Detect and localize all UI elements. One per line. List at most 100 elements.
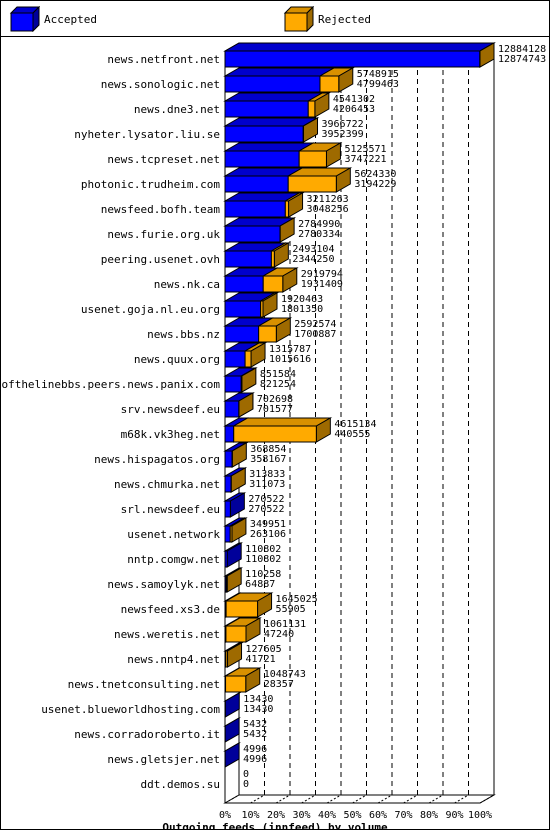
bar-rejected bbox=[256, 317, 293, 343]
value-label-offered: 13430 bbox=[243, 694, 273, 705]
value-label-offered: 2592574 bbox=[294, 319, 336, 330]
bar-accepted bbox=[223, 67, 336, 93]
value-label-offered: 1061131 bbox=[264, 619, 306, 630]
category-label: news.nk.ca bbox=[154, 278, 220, 291]
bar-rejected bbox=[286, 167, 353, 193]
value-label-offered: 5624330 bbox=[354, 169, 396, 180]
bar-rejected bbox=[283, 192, 305, 218]
value-label-offered: 1315787 bbox=[269, 344, 311, 355]
value-label-accepted: 821254 bbox=[260, 379, 296, 390]
value-label-offered: 851584 bbox=[260, 369, 296, 380]
value-label-offered: 5432 bbox=[243, 719, 267, 730]
value-label-accepted: 41721 bbox=[246, 654, 276, 665]
category-label: srl.newsdeef.eu bbox=[121, 503, 220, 516]
value-label-accepted: 110802 bbox=[245, 554, 281, 565]
x-tick-label: 80% bbox=[420, 810, 438, 821]
bar-rejected bbox=[297, 142, 343, 168]
legend-accepted: Accepted bbox=[8, 6, 128, 32]
bar-rejected bbox=[223, 642, 244, 668]
value-label-accepted: 55905 bbox=[276, 604, 306, 615]
value-label-offered: 313833 bbox=[249, 469, 285, 480]
bar-rejected bbox=[318, 67, 355, 93]
x-axis-label: Outgoing feeds (innfeed) by volume bbox=[162, 821, 388, 830]
value-label-offered: 4615134 bbox=[334, 419, 376, 430]
floor-gridline bbox=[224, 794, 240, 804]
x-tick-label: 60% bbox=[369, 810, 387, 821]
bar-rejected bbox=[231, 417, 333, 443]
bar-rejected bbox=[258, 292, 279, 318]
value-label-accepted: 64887 bbox=[245, 579, 275, 590]
legend-accepted-label: Accepted bbox=[44, 13, 97, 26]
value-label-accepted: 1801350 bbox=[281, 304, 323, 315]
value-label-accepted: 270522 bbox=[248, 504, 284, 515]
value-label-accepted: 0 bbox=[243, 779, 249, 790]
bar-rejected bbox=[243, 342, 267, 368]
bar-rejected bbox=[229, 467, 248, 493]
category-label: news.bbs.nz bbox=[147, 328, 220, 341]
value-label-offered: 5748915 bbox=[357, 69, 399, 80]
bar-rejected bbox=[301, 117, 320, 143]
category-label: news.gletsjer.net bbox=[107, 753, 220, 766]
category-label: ddt.demos.su bbox=[141, 778, 220, 791]
category-label: news.netfront.net bbox=[107, 53, 220, 66]
bar-accepted bbox=[223, 692, 242, 718]
value-label-offered: 1048743 bbox=[264, 669, 306, 680]
bar-rejected bbox=[261, 267, 299, 293]
value-label-offered: 110802 bbox=[245, 544, 281, 555]
legend-rejected-swatch bbox=[283, 6, 314, 32]
bar-rejected bbox=[224, 592, 274, 618]
value-label-accepted: 1700887 bbox=[294, 329, 336, 340]
bar-rejected bbox=[230, 442, 249, 468]
value-label-accepted: 358167 bbox=[250, 454, 286, 465]
bar-rejected bbox=[228, 517, 248, 543]
value-label-accepted: 2344250 bbox=[292, 254, 334, 265]
bar-accepted bbox=[223, 42, 496, 68]
value-label-offered: 349951 bbox=[250, 519, 286, 530]
legend-rejected-label: Rejected bbox=[318, 13, 371, 26]
x-tick-label: 10% bbox=[241, 810, 259, 821]
bar-rejected bbox=[306, 92, 331, 118]
floor-gridline bbox=[250, 794, 265, 804]
floor-gridline bbox=[275, 794, 291, 804]
value-label-accepted: 13430 bbox=[243, 704, 273, 715]
category-label: news.quux.org bbox=[134, 353, 220, 366]
value-label-accepted: 440555 bbox=[334, 429, 370, 440]
x-tick-label: 30% bbox=[292, 810, 310, 821]
category-label: news.corradoroberto.it bbox=[74, 728, 220, 741]
value-label-offered: 3211263 bbox=[307, 194, 349, 205]
legend-accepted-swatch bbox=[9, 6, 40, 32]
bar-accepted bbox=[223, 742, 241, 768]
value-label-accepted: 4206453 bbox=[333, 104, 375, 115]
category-label: newsfeed.xs3.de bbox=[121, 603, 220, 616]
x-tick-label: 100% bbox=[468, 810, 492, 821]
value-label-accepted: 4799463 bbox=[357, 79, 399, 90]
value-label-accepted: 28357 bbox=[264, 679, 294, 690]
value-label-accepted: 311073 bbox=[249, 479, 285, 490]
value-label-accepted: 12874743 bbox=[498, 54, 546, 65]
x-tick-label: 20% bbox=[267, 810, 285, 821]
floor-gridline bbox=[403, 794, 418, 804]
bar-rejected bbox=[223, 667, 262, 693]
value-label-offered: 2919794 bbox=[301, 269, 343, 280]
floor-gridline bbox=[377, 794, 393, 804]
value-label-offered: 1645025 bbox=[276, 594, 318, 605]
x-tick-label: 40% bbox=[318, 810, 336, 821]
value-label-accepted: 4996 bbox=[243, 754, 267, 765]
category-label: news.tcpreset.net bbox=[107, 153, 220, 166]
x-tick-label: 90% bbox=[445, 810, 463, 821]
category-label: news.chmurka.net bbox=[114, 478, 220, 491]
value-label-accepted: 5432 bbox=[243, 729, 267, 740]
value-label-offered: 0 bbox=[243, 769, 249, 780]
category-label: usenet.network bbox=[127, 528, 220, 541]
value-label-accepted: 47240 bbox=[264, 629, 294, 640]
x-tick-label: 50% bbox=[343, 810, 361, 821]
value-label-accepted: 3952399 bbox=[322, 129, 364, 140]
floor-gridline bbox=[428, 794, 444, 804]
category-label: nyheter.lysator.liu.se bbox=[74, 128, 220, 141]
value-label-offered: 702698 bbox=[257, 394, 293, 405]
category-label: news.tnetconsulting.net bbox=[68, 678, 220, 691]
category-label: news.hispagatos.org bbox=[94, 453, 220, 466]
category-label: srv.newsdeef.eu bbox=[121, 403, 220, 416]
legend-divider bbox=[1, 36, 549, 37]
value-label-offered: 2784990 bbox=[298, 219, 340, 230]
